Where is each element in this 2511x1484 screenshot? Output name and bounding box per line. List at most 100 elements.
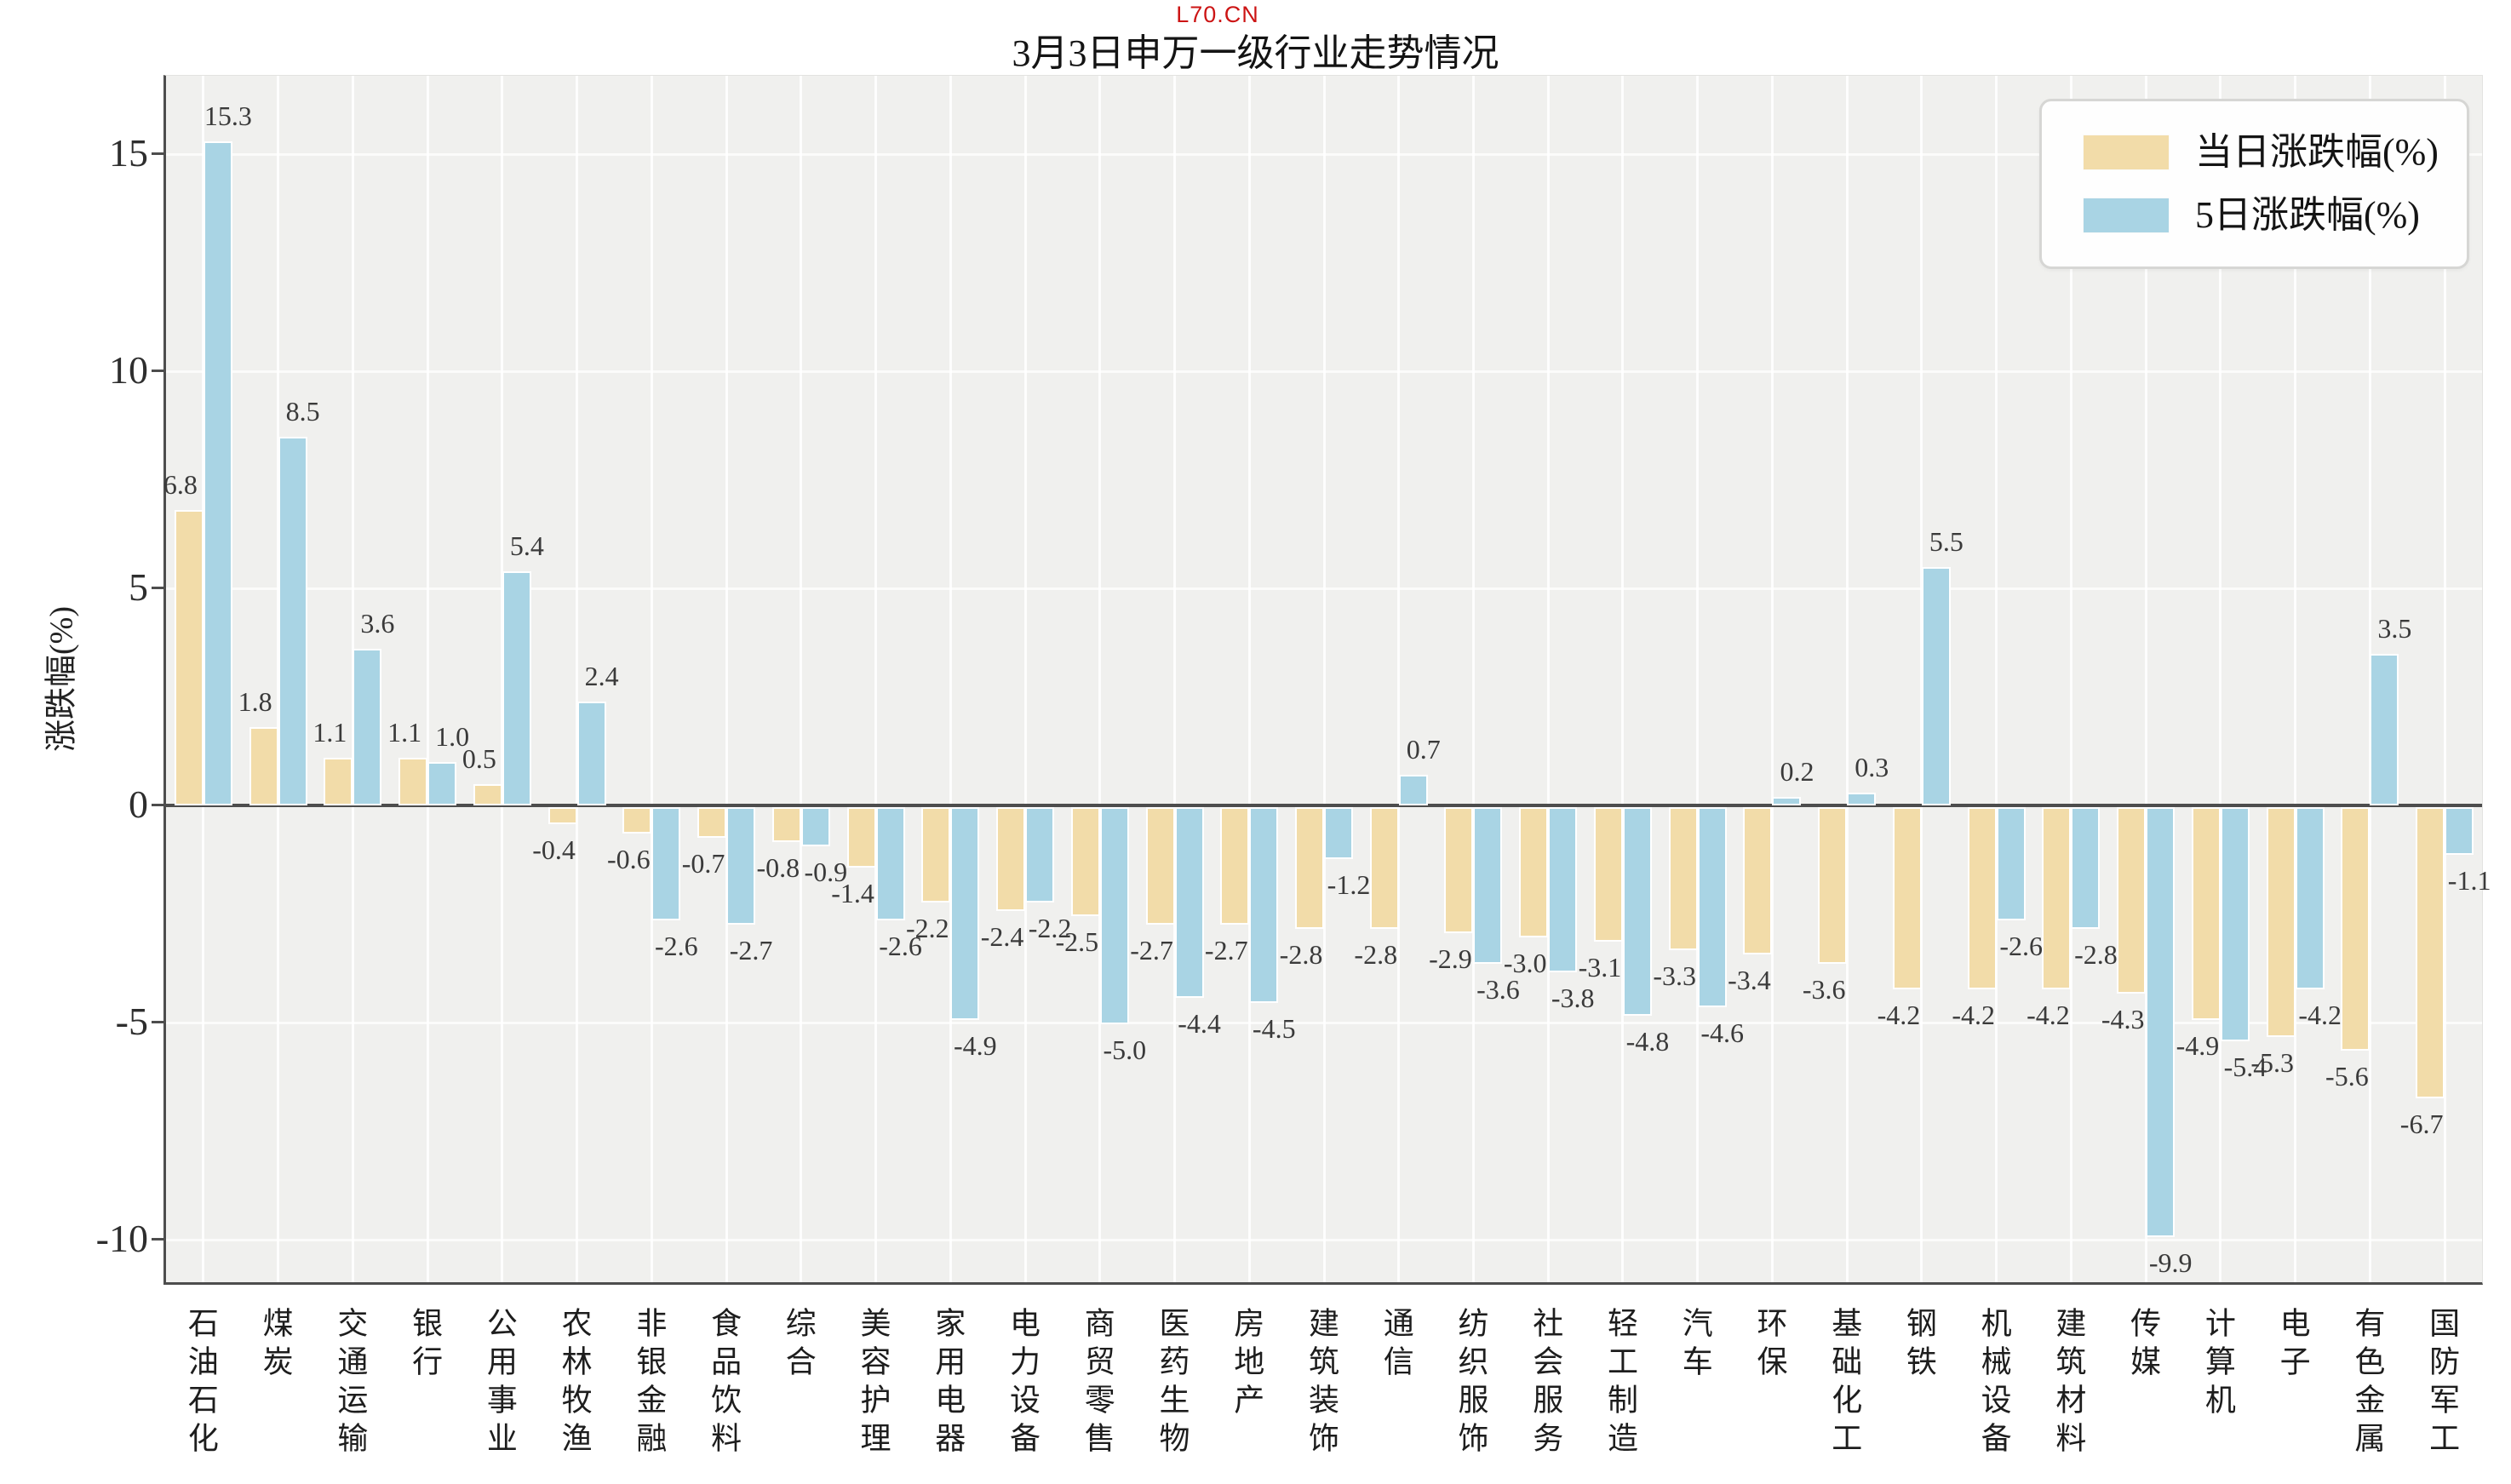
- bar-value-label: -0.4: [532, 834, 576, 866]
- x-category-label: 非银金融: [632, 1307, 667, 1460]
- x-category-label: 建筑装饰: [1304, 1307, 1339, 1460]
- bar-daily: [1070, 807, 1100, 916]
- bar-value-label: -5.4: [2223, 1051, 2267, 1083]
- x-category-label: 国防军工: [2425, 1307, 2460, 1460]
- x-category-label: 纺织服饰: [1453, 1307, 1488, 1460]
- bar-value-label: -0.9: [804, 856, 848, 887]
- x-category-label: 石油石化: [183, 1307, 218, 1460]
- bar-value-label: -2.4: [980, 921, 1024, 953]
- bar-5day: [1548, 807, 1578, 972]
- bar-5day: [1622, 807, 1652, 1016]
- bar-value-label: -3.1: [1578, 952, 1622, 983]
- bar-daily: [996, 807, 1026, 912]
- v-gridline: [1247, 76, 1251, 1282]
- x-category-label: 食品饮料: [707, 1307, 742, 1460]
- bar-value-label: 6.8: [163, 469, 198, 501]
- bar-daily: [1295, 807, 1324, 929]
- bar-value-label: -1.4: [831, 878, 874, 909]
- bar-value-label: -2.6: [654, 930, 698, 961]
- bar-value-label: -0.7: [681, 847, 725, 879]
- bar-daily: [1220, 807, 1250, 925]
- legend-swatch-daily: [2083, 135, 2170, 170]
- bar-value-label: -5.0: [1103, 1034, 1147, 1065]
- bar-value-label: -2.7: [1204, 934, 1248, 965]
- x-category-label: 轻工制造: [1602, 1307, 1637, 1460]
- plot-area: 6.8 15.3 1.8 8.5 1.1 3.6 1.1 1.0 0.5 5.4 -0.4 2.4 -0…: [163, 75, 2491, 1285]
- legend-swatch-5day: [2083, 198, 2170, 233]
- legend-item-5day: 5日涨跌幅(%): [2083, 193, 2467, 238]
- bar-value-label: -4.4: [1178, 1008, 1221, 1040]
- bar-5day: [576, 701, 606, 805]
- bar-daily: [1369, 807, 1399, 929]
- bar-5day: [1099, 807, 1129, 1024]
- x-category-label: 基础化工: [1827, 1307, 1862, 1460]
- v-gridline: [2219, 76, 2222, 1282]
- bar-5day: [800, 807, 830, 846]
- v-gridline: [2069, 76, 2072, 1282]
- bar-5day: [502, 570, 531, 805]
- bar-value-label: -5.3: [2250, 1047, 2294, 1079]
- bar-value-label: 0.7: [1406, 734, 1441, 765]
- chart-title: 3月3日申万一级行业走势情况: [1012, 32, 1499, 74]
- v-gridline: [576, 76, 579, 1282]
- bar-value-label: -4.3: [2101, 1004, 2145, 1035]
- bar-value-label: 3.6: [360, 608, 395, 639]
- bar-5day: [2370, 653, 2399, 805]
- v-gridline: [1621, 76, 1625, 1282]
- bar-daily: [1743, 807, 1773, 955]
- bar-value-label: -4.6: [1700, 1017, 1745, 1048]
- v-gridline: [874, 76, 878, 1282]
- bar-value-label: -4.2: [2027, 1000, 2070, 1031]
- y-tick-mark: [152, 1238, 163, 1240]
- bar-5day: [1398, 775, 1428, 805]
- x-category-label: 银行: [408, 1307, 443, 1384]
- bar-5day: [2220, 807, 2250, 1042]
- bar-daily: [324, 757, 353, 805]
- y-tick-label: -10: [95, 1217, 148, 1260]
- bar-value-label: 5.4: [509, 530, 544, 561]
- v-gridline: [1845, 76, 1849, 1282]
- bar-daily: [1145, 807, 1175, 925]
- y-tick-mark: [152, 587, 163, 589]
- bar-5day: [1772, 796, 1802, 805]
- x-category-label: 传媒: [2126, 1307, 2161, 1384]
- y-tick-label: -5: [115, 1000, 148, 1043]
- bar-daily: [2117, 807, 2147, 994]
- x-category-label: 家用电器: [931, 1307, 966, 1460]
- y-tick-label: 10: [109, 348, 148, 392]
- bar-5day: [203, 140, 232, 805]
- v-gridline: [1696, 76, 1700, 1282]
- x-category-label: 医药生物: [1155, 1307, 1190, 1460]
- zero-baseline: [166, 804, 2482, 807]
- bar-5day: [1025, 807, 1055, 903]
- bar-value-label: -2.2: [1028, 913, 1072, 944]
- bar-5day: [2071, 807, 2101, 929]
- bar-value-label: -4.9: [953, 1029, 997, 1061]
- bar-value-label: 8.5: [285, 395, 320, 427]
- bar-value-label: -2.7: [1130, 934, 1173, 965]
- bar-daily: [622, 807, 652, 834]
- x-category-label: 公用事业: [482, 1307, 517, 1460]
- bar-5day: [1249, 807, 1279, 1003]
- bar-5day: [427, 762, 457, 805]
- bar-value-label: -1.2: [1327, 869, 1371, 901]
- x-category-label: 环保: [1752, 1307, 1787, 1384]
- v-gridline: [2294, 76, 2297, 1282]
- x-category-label: 房地产: [1230, 1307, 1264, 1422]
- y-tick-label: 0: [129, 782, 148, 826]
- x-category-label: 煤炭: [258, 1307, 293, 1384]
- bar-value-label: -2.8: [2074, 938, 2118, 970]
- x-category-label: 有色金属: [2350, 1307, 2385, 1460]
- bar-value-label: -3.6: [1802, 973, 1846, 1005]
- bar-5day: [1996, 807, 2026, 920]
- v-gridline: [1397, 76, 1401, 1282]
- bar-5day: [1324, 807, 1353, 860]
- v-gridline: [800, 76, 803, 1282]
- bar-value-label: 1.1: [312, 716, 347, 748]
- bar-5day: [1473, 807, 1503, 964]
- bar-value-label: -3.4: [1728, 965, 1771, 996]
- v-gridline: [1023, 76, 1027, 1282]
- legend-box: 当日涨跌幅(%) 5日涨跌幅(%): [2039, 99, 2469, 269]
- bar-5day: [1847, 792, 1877, 805]
- bar-daily: [1668, 807, 1698, 951]
